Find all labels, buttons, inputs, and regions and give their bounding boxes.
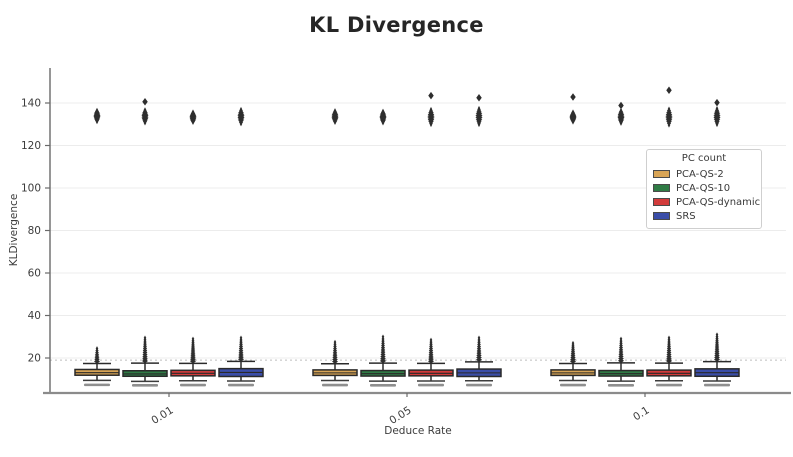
legend: PC count PCA-QS-2 PCA-QS-10 PCA-QS-dynam…: [646, 149, 762, 229]
legend-item-label: PCA-QS-2: [676, 168, 724, 180]
legend-swatch-icon: [653, 184, 670, 192]
x-tick-label: 0.05: [387, 404, 413, 427]
y-tick-label: 120: [21, 140, 41, 152]
legend-swatch-icon: [653, 212, 670, 220]
box-PCA-QS-dynamic-0.01: [170, 109, 216, 387]
legend-item-label: SRS: [676, 210, 696, 222]
y-tick-label: 60: [28, 268, 41, 280]
x-tick-label: 0.01: [149, 404, 175, 427]
y-axis-label: KLDivergence: [8, 193, 20, 267]
legend-item-label: PCA-QS-dynamic: [676, 196, 761, 208]
box-SRS-0.01: [218, 106, 264, 387]
box-PCA-QS-2-0.1: [550, 93, 596, 387]
y-tick-label: 140: [21, 98, 41, 110]
box-PCA-QS-2-0.05: [312, 108, 358, 387]
box-PCA-QS-10-0.01: [122, 97, 168, 387]
chart-title: KL Divergence: [309, 13, 484, 37]
legend-item: PCA-QS-10: [653, 181, 755, 195]
legend-title: PC count: [681, 153, 727, 164]
box-PCA-QS-2-0.01: [74, 107, 120, 387]
legend-item: PCA-QS-dynamic: [653, 195, 760, 209]
legend-swatch-icon: [653, 198, 670, 206]
box-PCA-QS-dynamic-0.05: [408, 91, 454, 387]
box-PCA-QS-10-0.1: [598, 101, 644, 387]
legend-swatch-icon: [653, 170, 670, 178]
y-tick-label: 80: [28, 225, 41, 237]
legend-item: PCA-QS-2: [653, 167, 755, 181]
y-tick-label: 40: [28, 310, 41, 322]
box-PCA-QS-10-0.05: [360, 108, 406, 387]
box-SRS-0.05: [456, 93, 502, 387]
legend-item: SRS: [653, 209, 755, 223]
x-tick-label: 0.1: [631, 404, 652, 423]
box-PCA-QS-dynamic-0.1: [646, 86, 692, 387]
x-axis-label: Deduce Rate: [384, 425, 452, 437]
y-tick-label: 20: [28, 353, 41, 365]
y-tick-label: 100: [21, 183, 41, 195]
box-SRS-0.1: [694, 98, 740, 387]
legend-item-label: PCA-QS-10: [676, 182, 731, 194]
